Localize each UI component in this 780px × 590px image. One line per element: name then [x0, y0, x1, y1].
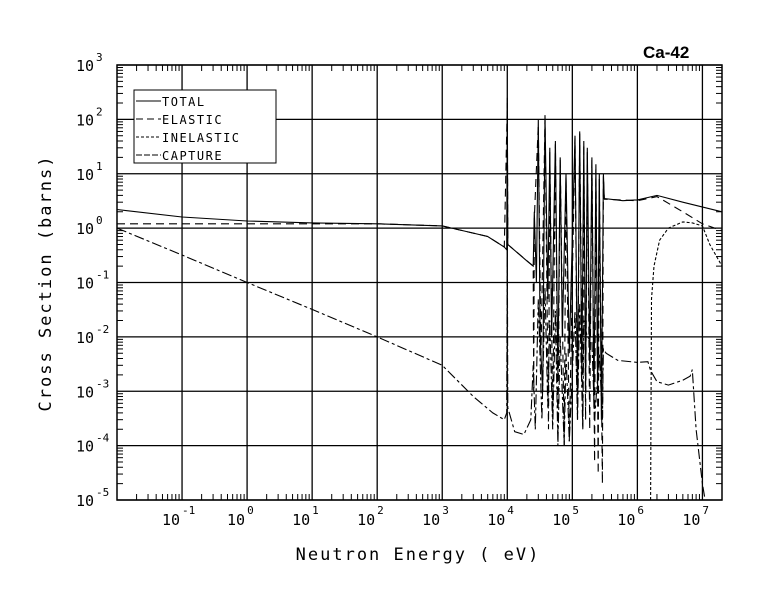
y-tick-label: 10 [76, 383, 94, 401]
x-tick-exponent: 6 [637, 504, 644, 517]
legend-label-inelastic: INELASTIC [162, 131, 241, 145]
x-tick-label: 10 [227, 511, 245, 529]
x-tick-exponent: 1 [312, 504, 319, 517]
y-tick-exponent: -1 [96, 269, 109, 282]
y-tick-label: 10 [76, 57, 94, 75]
x-tick-label: 10 [292, 511, 310, 529]
y-tick-label: 10 [76, 492, 94, 510]
x-tick-label: 10 [617, 511, 635, 529]
y-tick-label: 10 [76, 220, 94, 238]
x-tick-exponent: 2 [377, 504, 384, 517]
x-tick-label: 10 [162, 511, 180, 529]
legend-box [133, 89, 277, 164]
y-tick-exponent: -3 [96, 377, 109, 390]
plot-frame [116, 64, 723, 501]
x-tick-exponent: 4 [507, 504, 514, 517]
y-tick-label: 10 [76, 438, 94, 456]
x-tick-exponent: -1 [182, 504, 195, 517]
x-tick-exponent: 7 [702, 504, 709, 517]
series-line-elastic [117, 102, 723, 484]
y-tick-exponent: -4 [96, 432, 110, 445]
y-axis-label: Cross Section (barns) [36, 155, 56, 412]
ticks [117, 65, 723, 500]
legend: TOTAL ELASTIC INELASTIC CAPTURE [133, 89, 277, 164]
series-line-total [116, 97, 723, 420]
y-tick-exponent: -2 [96, 323, 109, 336]
series-line-capture [116, 227, 706, 501]
y-tick-exponent: 1 [96, 160, 103, 173]
x-tick-exponent: 0 [247, 504, 254, 517]
x-tick-exponent: 3 [442, 504, 449, 517]
legend-label-total: TOTAL [162, 95, 206, 109]
x-tick-label: 10 [357, 511, 375, 529]
legend-label-capture: CAPTURE [162, 149, 223, 163]
series-group [116, 97, 723, 501]
x-tick-label: 10 [682, 511, 700, 529]
x-axis-label: Neutron Energy ( eV) [296, 545, 541, 565]
x-tick-label: 10 [487, 511, 505, 529]
y-tick-label: 10 [76, 329, 94, 347]
x-tick-label: 10 [422, 511, 440, 529]
x-tick-exponent: 5 [572, 504, 579, 517]
y-tick-exponent: 3 [96, 51, 103, 64]
y-tick-label: 10 [76, 111, 94, 129]
y-tick-exponent: -5 [96, 486, 109, 499]
x-tick-label: 10 [552, 511, 570, 529]
y-tick-label: 10 [76, 275, 94, 293]
y-tick-exponent: 2 [96, 105, 103, 118]
series-line-inelastic [650, 221, 723, 501]
legend-label-elastic: ELASTIC [162, 113, 223, 127]
y-tick-label: 10 [76, 166, 94, 184]
chart-title: Ca-42 [643, 43, 689, 62]
y-tick-exponent: 0 [96, 214, 103, 227]
